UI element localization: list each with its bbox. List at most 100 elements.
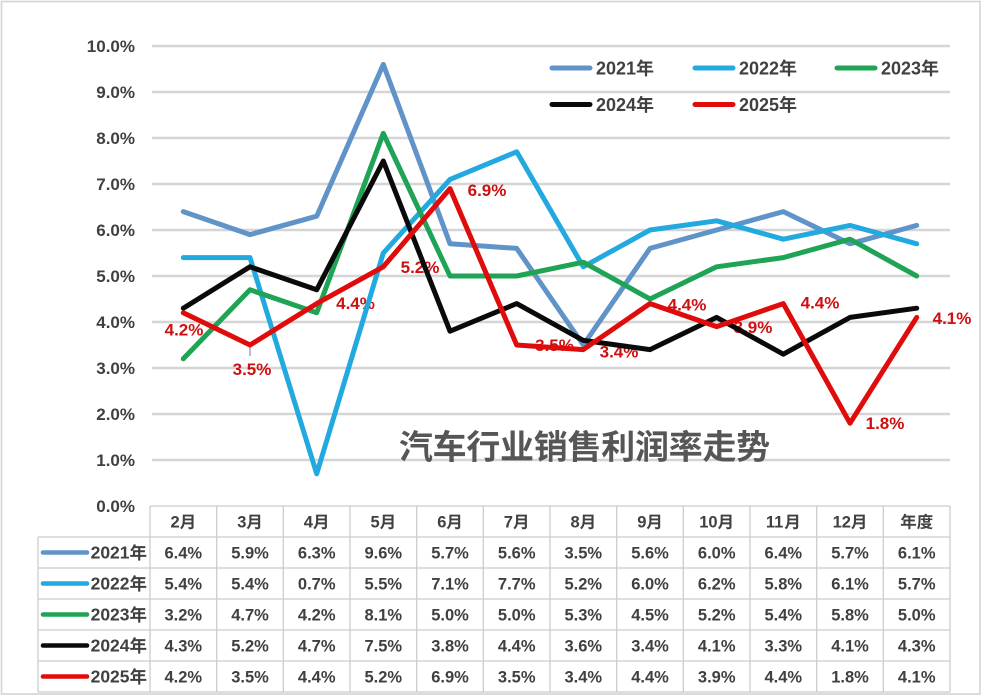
svg-text:12: 12 <box>833 513 851 531</box>
svg-text:4.3%: 4.3% <box>898 637 936 655</box>
svg-text:3.2%: 3.2% <box>164 606 202 624</box>
svg-text:4.2%: 4.2% <box>164 668 202 686</box>
svg-text:4.4%: 4.4% <box>668 296 707 315</box>
svg-text:4.4%: 4.4% <box>498 637 536 655</box>
svg-text:3.0%: 3.0% <box>96 359 135 378</box>
svg-text:5.2%: 5.2% <box>231 637 269 655</box>
svg-text:4.1%: 4.1% <box>831 637 869 655</box>
svg-text:4.4%: 4.4% <box>764 668 802 686</box>
svg-text:4.4%: 4.4% <box>801 294 840 313</box>
svg-text:8.0%: 8.0% <box>96 129 135 148</box>
svg-text:7.0%: 7.0% <box>96 175 135 194</box>
svg-text:5.2%: 5.2% <box>564 575 602 593</box>
svg-text:5.4%: 5.4% <box>231 575 269 593</box>
svg-text:3: 3 <box>237 513 246 531</box>
svg-text:2022: 2022 <box>91 574 130 594</box>
svg-text:3.5%: 3.5% <box>233 360 272 379</box>
svg-text:5.0%: 5.0% <box>431 606 469 624</box>
svg-text:2021: 2021 <box>596 58 636 78</box>
svg-text:6.0%: 6.0% <box>96 221 135 240</box>
svg-text:5.4%: 5.4% <box>164 575 202 593</box>
svg-text:1.8%: 1.8% <box>831 668 869 686</box>
svg-text:5: 5 <box>371 513 380 531</box>
svg-text:7.5%: 7.5% <box>364 637 402 655</box>
svg-text:5.6%: 5.6% <box>498 544 536 562</box>
svg-text:3.6%: 3.6% <box>564 637 602 655</box>
svg-text:4.0%: 4.0% <box>96 313 135 332</box>
svg-text:5.7%: 5.7% <box>898 575 936 593</box>
svg-text:2022: 2022 <box>739 58 779 78</box>
svg-text:3.3%: 3.3% <box>764 637 802 655</box>
svg-text:6.9%: 6.9% <box>431 668 469 686</box>
svg-text:2: 2 <box>171 513 180 531</box>
svg-text:2023: 2023 <box>881 58 921 78</box>
svg-text:3.5%: 3.5% <box>564 544 602 562</box>
svg-text:4.1%: 4.1% <box>933 309 972 328</box>
svg-text:3.4%: 3.4% <box>564 668 602 686</box>
svg-text:5.0%: 5.0% <box>498 606 536 624</box>
svg-text:2024: 2024 <box>596 95 636 115</box>
svg-text:2021: 2021 <box>91 543 130 563</box>
svg-text:3.8%: 3.8% <box>431 637 469 655</box>
svg-text:4.3%: 4.3% <box>164 637 202 655</box>
svg-text:6.9%: 6.9% <box>468 181 507 200</box>
svg-text:9: 9 <box>637 513 646 531</box>
svg-text:1.0%: 1.0% <box>96 451 135 470</box>
svg-text:0.7%: 0.7% <box>298 575 336 593</box>
svg-text:2023: 2023 <box>91 605 130 625</box>
svg-text:4.1%: 4.1% <box>698 637 736 655</box>
svg-text:6.3%: 6.3% <box>298 544 336 562</box>
svg-text:2025: 2025 <box>91 667 130 687</box>
svg-text:5.4%: 5.4% <box>764 606 802 624</box>
svg-text:6.4%: 6.4% <box>764 544 802 562</box>
svg-text:8.1%: 8.1% <box>364 606 402 624</box>
svg-text:5.5%: 5.5% <box>364 575 402 593</box>
svg-text:4.7%: 4.7% <box>298 637 336 655</box>
svg-text:4.5%: 4.5% <box>631 606 669 624</box>
svg-text:7: 7 <box>504 513 513 531</box>
svg-text:6.4%: 6.4% <box>164 544 202 562</box>
svg-text:4.7%: 4.7% <box>231 606 269 624</box>
svg-text:5.3%: 5.3% <box>564 606 602 624</box>
svg-text:5.6%: 5.6% <box>631 544 669 562</box>
svg-text:6.0%: 6.0% <box>698 544 736 562</box>
svg-text:4.1%: 4.1% <box>898 668 936 686</box>
svg-text:7.1%: 7.1% <box>431 575 469 593</box>
svg-text:3.4%: 3.4% <box>631 637 669 655</box>
svg-text:6: 6 <box>437 513 446 531</box>
svg-text:0.0%: 0.0% <box>96 497 135 516</box>
svg-text:5.8%: 5.8% <box>764 575 802 593</box>
svg-text:11: 11 <box>766 513 783 531</box>
svg-text:7.7%: 7.7% <box>498 575 536 593</box>
svg-text:6.1%: 6.1% <box>898 544 936 562</box>
svg-text:10: 10 <box>699 513 717 531</box>
svg-text:4.4%: 4.4% <box>631 668 669 686</box>
svg-text:5.0%: 5.0% <box>96 267 135 286</box>
svg-text:2024: 2024 <box>91 636 130 656</box>
svg-text:8: 8 <box>571 513 580 531</box>
svg-text:3.5%: 3.5% <box>231 668 269 686</box>
svg-text:9.6%: 9.6% <box>364 544 402 562</box>
svg-text:1.8%: 1.8% <box>866 414 905 433</box>
svg-text:5.7%: 5.7% <box>831 544 869 562</box>
svg-text:5.8%: 5.8% <box>831 606 869 624</box>
svg-text:3.9%: 3.9% <box>698 668 736 686</box>
svg-text:6.1%: 6.1% <box>831 575 869 593</box>
svg-text:6.0%: 6.0% <box>631 575 669 593</box>
svg-text:4.2%: 4.2% <box>298 606 336 624</box>
svg-text:9.0%: 9.0% <box>96 83 135 102</box>
svg-text:10.0%: 10.0% <box>87 37 135 56</box>
svg-text:5.9%: 5.9% <box>231 544 269 562</box>
svg-text:4: 4 <box>304 513 314 531</box>
svg-text:4.2%: 4.2% <box>165 321 204 340</box>
svg-text:5.0%: 5.0% <box>898 606 936 624</box>
svg-text:6.2%: 6.2% <box>698 575 736 593</box>
svg-text:5.2%: 5.2% <box>364 668 402 686</box>
svg-text:2.0%: 2.0% <box>96 405 135 424</box>
svg-text:5.7%: 5.7% <box>431 544 469 562</box>
svg-text:4.4%: 4.4% <box>298 668 336 686</box>
svg-text:2025: 2025 <box>739 95 779 115</box>
svg-text:5.2%: 5.2% <box>401 258 440 277</box>
svg-text:5.2%: 5.2% <box>698 606 736 624</box>
svg-text:3.5%: 3.5% <box>498 668 536 686</box>
